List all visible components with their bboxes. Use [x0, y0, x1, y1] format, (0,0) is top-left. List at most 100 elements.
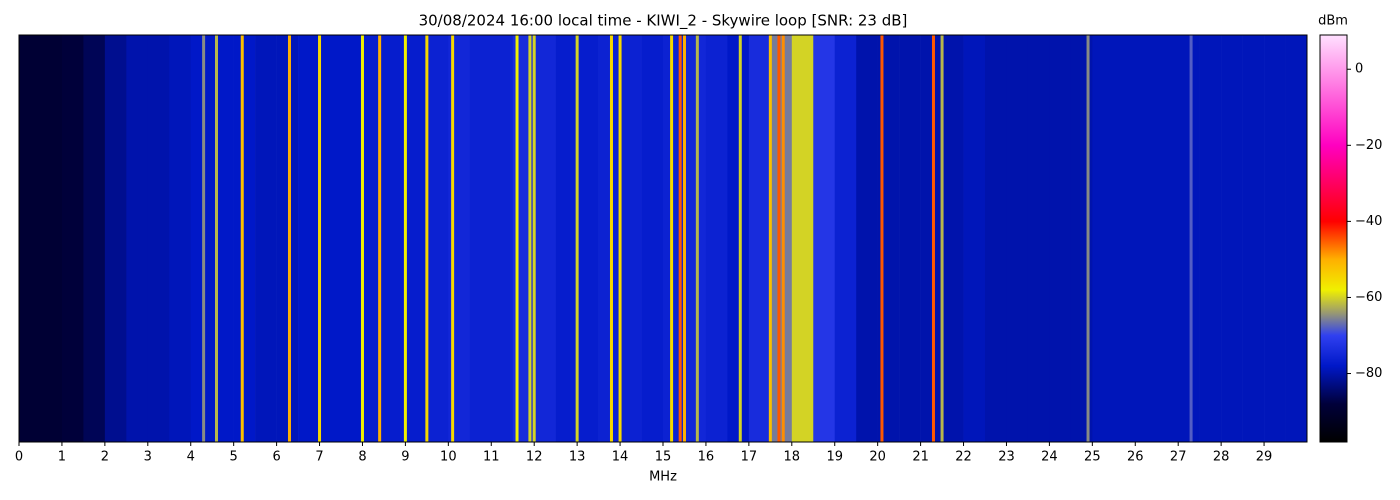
band-cell	[383, 35, 406, 442]
x-tick-label: 4	[187, 450, 195, 465]
band-cell	[598, 35, 621, 442]
band-cell	[534, 35, 556, 442]
x-tick-label: 6	[272, 450, 280, 465]
signal-line	[931, 35, 935, 442]
x-tick-label: 26	[1127, 450, 1144, 465]
signal-line	[240, 35, 244, 442]
band-cell	[405, 35, 428, 442]
band-cell	[577, 35, 599, 442]
band-cell	[942, 35, 964, 442]
colorbar	[1319, 34, 1348, 443]
x-tick-label: 25	[1084, 450, 1101, 465]
band-cell	[83, 35, 106, 442]
band-cell	[1113, 35, 1136, 442]
x-tick-label: 24	[1041, 450, 1058, 465]
signal-line	[768, 35, 772, 442]
signal-line	[678, 35, 682, 442]
band-cell	[1135, 35, 1158, 442]
signal-line	[575, 35, 579, 442]
band-cell	[684, 35, 707, 442]
signal-line	[1086, 35, 1090, 442]
chart-title: 30/08/2024 16:00 local time - KIWI_2 - S…	[419, 12, 908, 31]
band-cell	[1092, 35, 1115, 442]
x-tick-label: 18	[784, 450, 801, 465]
x-tick-label: 15	[655, 450, 672, 465]
colorbar-tick-label: −60	[1355, 290, 1382, 305]
x-tick-label: 0	[15, 450, 23, 465]
signal-line	[695, 35, 699, 442]
band-cell	[341, 35, 363, 442]
signal-line	[940, 35, 944, 442]
signal-line	[609, 35, 613, 442]
x-tick-label: 28	[1213, 450, 1230, 465]
band-cell	[770, 35, 793, 442]
band-cell	[19, 35, 41, 442]
colorbar-tick-label: −20	[1355, 138, 1382, 153]
x-tick-label: 12	[526, 450, 543, 465]
x-tick-label: 29	[1256, 450, 1273, 465]
colorbar-tick-label: −40	[1355, 214, 1382, 229]
colorbar-tick-label: −80	[1355, 366, 1382, 381]
band-cell	[1199, 35, 1222, 442]
band-cell	[1006, 35, 1029, 442]
band-cell	[856, 35, 878, 442]
x-tick-label: 14	[612, 450, 629, 465]
x-tick-label: 10	[440, 450, 457, 465]
band-cell	[319, 35, 342, 442]
band-cell	[899, 35, 921, 442]
band-cell	[1221, 35, 1243, 442]
band-cell	[190, 35, 213, 442]
band-cell	[426, 35, 449, 442]
signal-line	[682, 35, 686, 442]
band-cell	[555, 35, 578, 442]
signal-line	[618, 35, 622, 442]
band-cell	[963, 35, 986, 442]
signal-line	[670, 35, 674, 442]
band-cell	[169, 35, 192, 442]
signal-line	[287, 35, 291, 442]
x-tick-label: 9	[401, 450, 409, 465]
band-cell	[61, 35, 84, 442]
x-tick-label: 27	[1170, 450, 1187, 465]
band-cell	[1285, 35, 1308, 442]
band-cell	[491, 35, 514, 442]
band-cell	[620, 35, 642, 442]
band-cell	[255, 35, 277, 442]
band-cell	[1027, 35, 1050, 442]
band-cell	[276, 35, 299, 442]
signal-line	[425, 35, 429, 442]
signal-line	[1189, 35, 1193, 442]
signal-line	[781, 35, 785, 442]
x-tick-label: 8	[358, 450, 366, 465]
x-tick-label: 3	[144, 450, 152, 465]
x-tick-label: 23	[998, 450, 1015, 465]
signal-line	[360, 35, 364, 442]
signal-line	[318, 35, 322, 442]
band-cell	[40, 35, 63, 442]
band-cell	[1049, 35, 1072, 442]
band-cell	[233, 35, 256, 442]
band-cell	[1242, 35, 1265, 442]
band-cell	[298, 35, 320, 442]
x-tick-label: 13	[569, 450, 586, 465]
x-tick-label: 19	[826, 450, 843, 465]
band-cell	[748, 35, 771, 442]
band-cell	[104, 35, 127, 442]
signal-line	[777, 35, 781, 442]
x-tick-label: 22	[955, 450, 972, 465]
signal-line	[451, 35, 455, 442]
x-tick-label: 17	[741, 450, 758, 465]
band-cell	[813, 35, 836, 442]
plot-area	[19, 35, 1308, 442]
band-cell	[469, 35, 492, 442]
signal-line	[532, 35, 536, 442]
signal-line	[202, 35, 206, 442]
signal-line	[738, 35, 742, 442]
signal-line	[214, 35, 218, 442]
x-tick-label: 2	[101, 450, 109, 465]
colorbar-label: dBm	[1318, 14, 1348, 29]
colorbar-tick-label: 0	[1355, 62, 1363, 77]
band-cell	[727, 35, 750, 442]
